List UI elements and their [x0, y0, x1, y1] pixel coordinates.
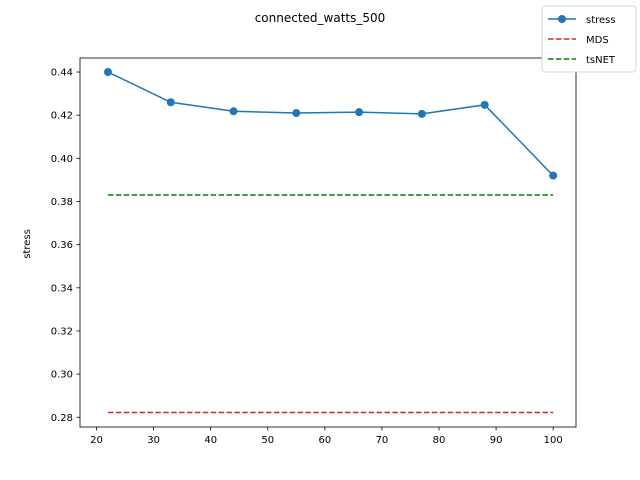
chart-title: connected_watts_500	[255, 11, 386, 25]
series-line-stress	[107, 71, 554, 177]
y-axis: 0.28 0.30 0.32 0.34 0.36 0.38 0.40 0.42 0.44	[51, 68, 80, 424]
legend-box	[541, 5, 637, 73]
y-tick-label: 0.40	[51, 154, 73, 165]
legend-label-stress: stress	[586, 15, 616, 26]
y-tick-label: 0.28	[51, 413, 73, 424]
x-tick-label: 30	[147, 435, 160, 446]
y-tick-label: 0.30	[51, 370, 73, 381]
legend-label-mds: MDS	[586, 35, 609, 46]
x-tick-label: 80	[433, 435, 446, 446]
data-point	[103, 68, 112, 77]
data-point	[417, 109, 426, 118]
data-point	[355, 108, 364, 117]
y-tick-label: 0.44	[51, 68, 73, 79]
x-tick-label: 70	[376, 435, 389, 446]
x-tick-label: 100	[544, 435, 563, 446]
data-point	[229, 107, 238, 116]
y-tick-label: 0.34	[51, 283, 73, 294]
plot-area	[79, 57, 577, 428]
legend-label-tsnet: tsNET	[586, 55, 616, 66]
x-tick-label: 60	[318, 435, 331, 446]
y-tick-label: 0.42	[51, 111, 73, 122]
x-axis: 20 30 40 50 60 70 80 90 100	[90, 427, 563, 446]
data-point	[166, 98, 175, 107]
plot-frame	[79, 57, 577, 428]
y-tick-label: 0.36	[51, 240, 73, 251]
x-tick-label: 50	[261, 435, 274, 446]
x-tick-label: 90	[490, 435, 503, 446]
legend-marker	[558, 15, 566, 23]
data-point	[549, 171, 558, 180]
x-tick-label: 20	[90, 435, 103, 446]
legend: stress MDS tsNET	[541, 5, 637, 73]
y-axis-label: stress	[22, 229, 33, 259]
x-tick-label: 40	[204, 435, 217, 446]
data-point	[480, 100, 489, 109]
y-tick-label: 0.32	[51, 326, 73, 337]
data-point	[292, 109, 301, 118]
y-tick-label: 0.38	[51, 197, 73, 208]
